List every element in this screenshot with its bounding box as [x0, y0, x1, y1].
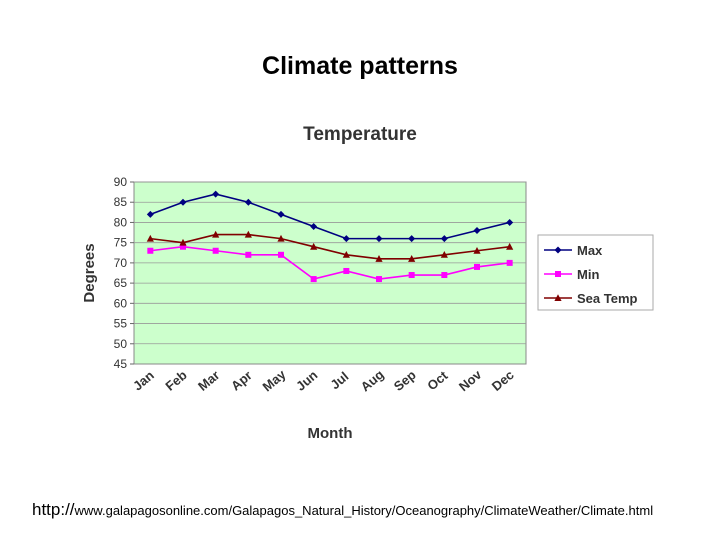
data-point-min [310, 276, 317, 283]
source-url-path: www.galapagosonline.com/Galapagos_Natura… [74, 503, 654, 518]
data-point-sea-temp [375, 255, 383, 262]
y-tick-label: 90 [114, 175, 128, 189]
data-point-sea-temp [277, 234, 285, 242]
data-point-sea-temp [506, 242, 514, 250]
x-tick-label: Jan [130, 368, 157, 394]
data-point-min [245, 251, 252, 258]
data-point-max [342, 235, 350, 243]
plot-area [133, 181, 527, 365]
x-tick-label: Nov [456, 366, 485, 394]
x-tick-label: May [260, 366, 290, 394]
y-tick-label: 50 [114, 337, 128, 351]
y-tick-label: 60 [114, 296, 128, 310]
x-axis-tick-labels: Jan Feb Mar Apr May Jun Jul Aug Sep Oct Nov Dec [130, 366, 517, 394]
y-tick-label: 65 [114, 276, 128, 290]
x-tick-label: Mar [195, 367, 222, 393]
series-line-max [150, 193, 510, 240]
data-point-max [146, 210, 154, 218]
y-tick-label: 45 [114, 357, 128, 371]
x-tick-label: Jul [327, 369, 351, 393]
legend-marker-min [555, 271, 561, 277]
slide-title: Climate patterns [262, 52, 458, 80]
data-point-max [408, 235, 416, 243]
y-axis-label: Degrees [81, 243, 98, 302]
data-point-max [506, 218, 514, 226]
x-tick-label: Jun [293, 367, 320, 393]
data-point-min [212, 247, 219, 254]
y-tick-label: 70 [114, 256, 128, 270]
data-point-sea-temp [342, 251, 350, 258]
series-line-sea-temp [150, 233, 510, 260]
data-point-min [441, 272, 448, 279]
series-line-min [150, 245, 510, 280]
chart-title: Temperature [303, 124, 417, 145]
legend-marker-sea-temp [554, 294, 562, 301]
data-point-max [375, 235, 383, 243]
legend-marker-max [554, 246, 562, 254]
data-point-min [147, 247, 154, 254]
data-point-max [212, 190, 220, 198]
x-tick-label: Dec [489, 367, 517, 394]
data-point-min [343, 267, 350, 274]
y-tick-label: 55 [114, 317, 128, 331]
x-tick-label: Apr [228, 368, 255, 394]
data-point-max [244, 198, 252, 206]
data-point-min [408, 272, 415, 279]
data-point-sea-temp [179, 238, 187, 246]
data-point-max [440, 235, 448, 243]
gridlines [130, 181, 526, 365]
series-lines [146, 190, 514, 283]
x-tick-label: Feb [162, 367, 189, 393]
data-point-sea-temp [146, 234, 154, 242]
data-point-max [473, 227, 481, 235]
data-point-max [310, 222, 318, 230]
x-tick-label: Sep [391, 367, 419, 394]
y-axis-tick-labels: 90 85 80 75 70 65 60 55 50 45 [114, 175, 128, 371]
data-point-max [277, 210, 285, 218]
y-tick-label: 80 [114, 215, 128, 229]
x-axis-label: Month [308, 425, 353, 442]
data-point-sea-temp [212, 230, 220, 238]
source-url[interactable]: http://www.galapagosonline.com/Galapagos… [32, 500, 712, 520]
legend-label-max: Max [577, 243, 603, 258]
data-point-min [376, 276, 382, 283]
source-url-protocol: http:// [32, 500, 75, 519]
data-point-sea-temp [473, 246, 481, 254]
y-tick-label: 75 [114, 236, 128, 250]
data-point-min [180, 243, 186, 250]
legend-label-sea-temp: Sea Temp [577, 291, 638, 306]
data-point-sea-temp [310, 242, 318, 250]
data-point-max [179, 198, 187, 206]
data-point-min [474, 263, 480, 270]
x-tick-label: Oct [424, 367, 451, 393]
legend: Max Min Sea Temp [537, 234, 654, 311]
x-tick-label: Aug [358, 367, 387, 395]
data-point-sea-temp [244, 230, 252, 238]
legend-label-min: Min [577, 267, 599, 282]
data-point-min [278, 251, 284, 258]
y-tick-label: 85 [114, 195, 128, 209]
data-point-sea-temp [440, 251, 448, 258]
data-point-sea-temp [408, 255, 416, 262]
data-point-min [506, 259, 513, 266]
